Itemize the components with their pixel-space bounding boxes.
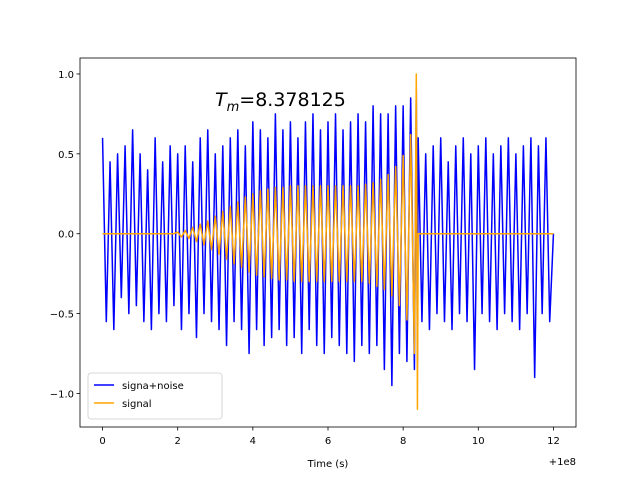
legend-label: signa+noise <box>122 381 184 392</box>
x-tick-label: 12 <box>547 436 560 447</box>
y-tick-label: 0.5 <box>58 150 74 161</box>
annotation: Tm=8.378125 <box>215 89 346 115</box>
x-tick-label: 6 <box>325 436 331 447</box>
legend-box <box>87 372 223 420</box>
y-tick-label: 0.0 <box>58 230 74 241</box>
x-offset-label: +1e8 <box>549 457 576 468</box>
annotation-subscript: m <box>227 100 240 115</box>
annotation-symbol: T <box>215 89 228 111</box>
x-tick-label: 2 <box>175 436 181 447</box>
y-tick-label: −1.0 <box>50 389 74 400</box>
legend-label: signal <box>122 399 152 410</box>
x-tick-label: 10 <box>472 436 485 447</box>
y-tick-label: 1.0 <box>58 70 74 81</box>
series-line <box>102 73 554 411</box>
x-tick-label: 8 <box>400 436 406 447</box>
x-axis-label: Time (s) <box>307 459 349 470</box>
x-tick-label: 0 <box>99 436 105 447</box>
plot-area <box>101 73 555 411</box>
x-tick-label: 4 <box>250 436 256 447</box>
series-line <box>101 89 555 387</box>
annotation-text: =8.378125 <box>239 89 346 111</box>
y-tick-label: −0.5 <box>50 310 74 321</box>
